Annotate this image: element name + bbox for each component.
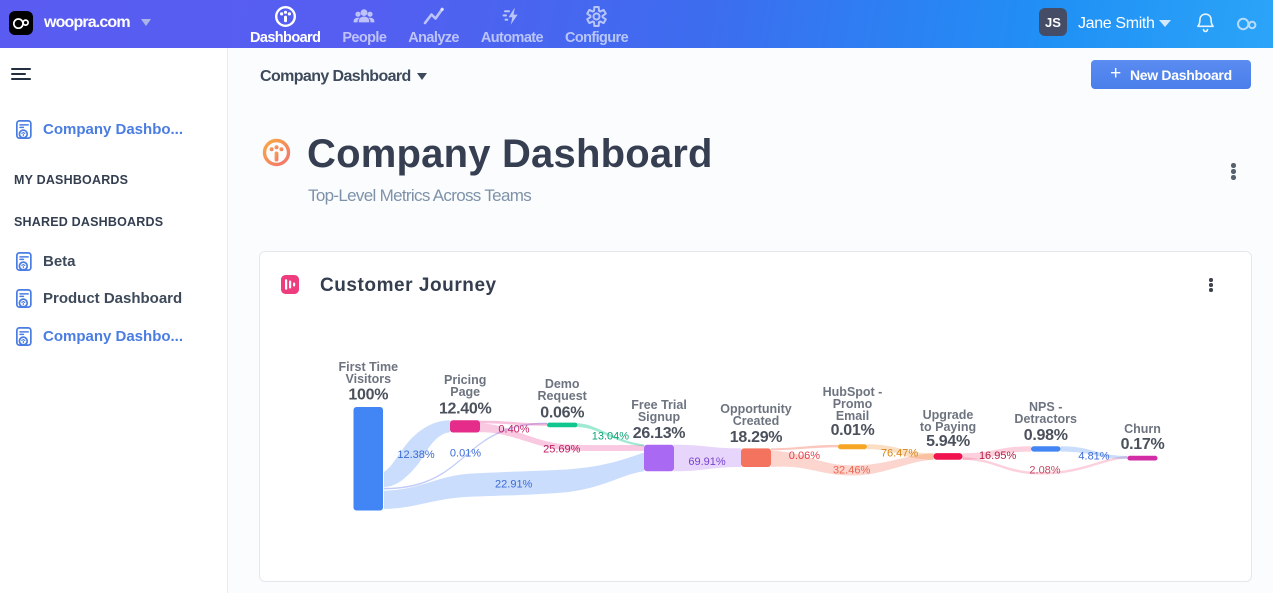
svg-text:0.17%: 0.17% bbox=[1121, 436, 1165, 453]
svg-text:4.81%: 4.81% bbox=[1078, 451, 1109, 463]
svg-text:12.38%: 12.38% bbox=[397, 449, 435, 461]
svg-text:Demo: Demo bbox=[545, 377, 580, 391]
svg-text:2.08%: 2.08% bbox=[1029, 465, 1060, 477]
svg-text:13.04%: 13.04% bbox=[592, 431, 630, 443]
svg-text:26.13%: 26.13% bbox=[633, 425, 686, 442]
svg-text:Upgrade: Upgrade bbox=[923, 408, 974, 422]
svg-text:69.91%: 69.91% bbox=[688, 456, 726, 468]
svg-text:5.94%: 5.94% bbox=[926, 433, 970, 450]
svg-text:Churn: Churn bbox=[1124, 422, 1161, 436]
svg-text:Visitors: Visitors bbox=[345, 372, 391, 386]
svg-text:0.06%: 0.06% bbox=[540, 405, 584, 422]
svg-text:First Time: First Time bbox=[339, 360, 399, 374]
svg-text:22.91%: 22.91% bbox=[495, 478, 533, 490]
svg-text:0.40%: 0.40% bbox=[498, 424, 529, 436]
svg-text:16.95%: 16.95% bbox=[979, 450, 1017, 462]
svg-text:Request: Request bbox=[538, 389, 588, 403]
svg-text:Free Trial: Free Trial bbox=[631, 398, 687, 412]
svg-text:Detractors: Detractors bbox=[1014, 412, 1077, 426]
svg-text:0.98%: 0.98% bbox=[1024, 427, 1068, 444]
svg-text:NPS -: NPS - bbox=[1029, 400, 1062, 414]
svg-text:HubSpot -: HubSpot - bbox=[823, 385, 883, 399]
svg-text:to Paying: to Paying bbox=[920, 420, 976, 434]
svg-text:Promo: Promo bbox=[833, 397, 873, 411]
svg-text:76.47%: 76.47% bbox=[881, 447, 919, 459]
svg-text:0.06%: 0.06% bbox=[789, 450, 820, 462]
svg-text:Created: Created bbox=[733, 414, 780, 428]
svg-text:32.46%: 32.46% bbox=[833, 465, 871, 477]
svg-text:100%: 100% bbox=[348, 387, 388, 404]
svg-text:Signup: Signup bbox=[638, 410, 681, 424]
svg-text:0.01%: 0.01% bbox=[450, 448, 481, 460]
svg-text:0.01%: 0.01% bbox=[831, 422, 875, 439]
svg-text:Email: Email bbox=[836, 409, 869, 423]
svg-text:Opportunity: Opportunity bbox=[720, 402, 792, 416]
svg-text:18.29%: 18.29% bbox=[730, 429, 783, 446]
svg-text:Pricing: Pricing bbox=[444, 373, 486, 387]
svg-text:25.69%: 25.69% bbox=[543, 443, 581, 455]
svg-text:12.40%: 12.40% bbox=[439, 401, 492, 418]
svg-text:Page: Page bbox=[450, 385, 480, 399]
